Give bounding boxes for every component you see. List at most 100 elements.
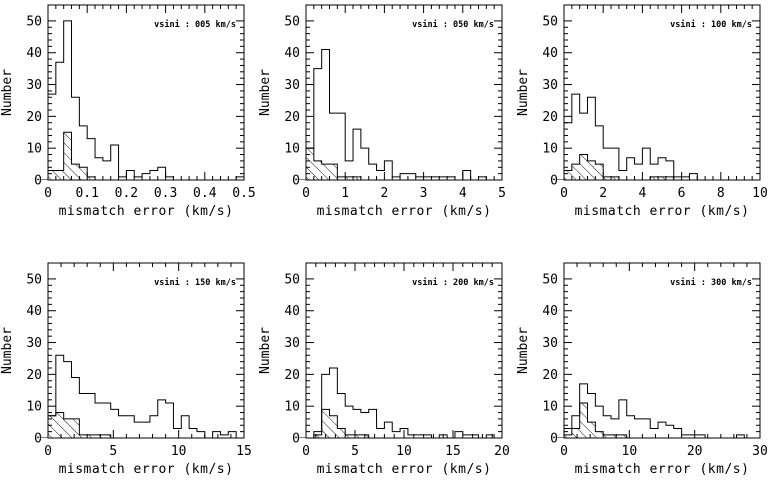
vsini-annotation: vsini : 150 km/s — [154, 277, 236, 288]
hatched-histogram-fill — [40, 412, 244, 438]
total-histogram-outline — [556, 383, 760, 438]
x-tick-label: 15 — [236, 444, 252, 459]
vsini-annotation: vsini : 005 km/s — [154, 19, 236, 30]
x-tick-label: 0 — [44, 186, 52, 201]
y-tick-label: 30 — [26, 336, 42, 351]
x-tick-label: 0.1 — [75, 186, 98, 201]
y-axis-title: Number — [0, 69, 15, 116]
y-tick-label: 30 — [284, 336, 300, 351]
y-tick-label: 0 — [550, 432, 558, 447]
x-axis-title: mismatch error (km/s) — [575, 462, 750, 477]
x-tick-label: 4 — [459, 186, 467, 201]
plot-frame — [47, 262, 245, 439]
y-tick-label: 50 — [542, 272, 558, 287]
x-tick-label: 10 — [752, 186, 768, 201]
total-histogram-outline — [298, 367, 502, 438]
x-axis-title: mismatch error (km/s) — [575, 204, 750, 219]
total-histogram-outline — [40, 354, 244, 438]
vsini-annotation: vsini : 200 km/s — [412, 277, 494, 288]
x-axis-title: mismatch error (km/s) — [317, 462, 492, 477]
hatched-histogram-fill — [556, 154, 760, 180]
y-tick-label: 0 — [34, 174, 42, 189]
x-axis-title: mismatch error (km/s) — [317, 204, 492, 219]
vsini-annotation: vsini : 300 km/s — [670, 277, 752, 288]
x-tick-label: 8 — [717, 186, 725, 201]
hatched-histogram-outline — [556, 402, 760, 438]
y-tick-label: 20 — [26, 110, 42, 125]
y-tick-label: 20 — [26, 368, 42, 383]
y-axis-title: Number — [258, 69, 273, 116]
y-tick-label: 30 — [26, 78, 42, 93]
x-tick-label: 30 — [752, 444, 768, 459]
x-tick-label: 15 — [445, 444, 461, 459]
vsini-annotation: vsini : 050 km/s — [412, 19, 494, 30]
y-tick-label: 40 — [26, 46, 42, 61]
x-tick-label: 0 — [560, 444, 568, 459]
vsini-annotation: vsini : 100 km/s — [670, 19, 752, 30]
y-tick-label: 20 — [542, 110, 558, 125]
hatched-histogram-fill — [40, 132, 244, 180]
y-tick-label: 0 — [292, 174, 300, 189]
y-axis-title: Number — [516, 69, 531, 116]
hatched-histogram-outline — [40, 412, 244, 438]
y-tick-label: 50 — [26, 272, 42, 287]
y-tick-label: 0 — [550, 174, 558, 189]
y-tick-label: 50 — [284, 14, 300, 29]
y-tick-label: 10 — [284, 400, 300, 415]
y-tick-label: 50 — [284, 272, 300, 287]
y-tick-label: 0 — [292, 432, 300, 447]
y-tick-label: 30 — [542, 336, 558, 351]
y-tick-label: 50 — [542, 14, 558, 29]
total-histogram-outline — [40, 20, 244, 180]
x-tick-label: 10 — [622, 444, 638, 459]
x-tick-label: 20 — [687, 444, 703, 459]
x-tick-label: 0.5 — [232, 186, 255, 201]
hatched-histogram-fill — [298, 148, 502, 180]
total-histogram-outline — [556, 93, 760, 180]
x-tick-label: 10 — [396, 444, 412, 459]
y-tick-label: 0 — [34, 432, 42, 447]
y-tick-label: 10 — [542, 142, 558, 157]
y-tick-label: 40 — [542, 46, 558, 61]
y-tick-label: 20 — [542, 368, 558, 383]
plot-frame — [563, 262, 761, 439]
hatched-histogram-outline — [298, 147, 502, 180]
x-tick-label: 5 — [351, 444, 359, 459]
hatched-histogram-outline — [298, 408, 502, 438]
y-tick-label: 20 — [284, 368, 300, 383]
y-tick-label: 40 — [26, 304, 42, 319]
total-histogram-outline — [298, 49, 502, 180]
histogram-panel-2: 0 10 20 30 40 50 0 1 2 3 4 5 mismatch error (km/s) Nu… — [258, 4, 506, 219]
x-tick-label: 2 — [599, 186, 607, 201]
x-tick-label: 6 — [678, 186, 686, 201]
histogram-panel-1: 0 10 20 30 40 50 0 0.1 0.2 0.3 0.4 0.5 mismatch erro… — [0, 4, 256, 219]
y-tick-label: 40 — [284, 304, 300, 319]
x-tick-label: 0 — [302, 186, 310, 201]
x-axis-title: mismatch error (km/s) — [59, 204, 234, 219]
hatched-histogram-outline — [556, 154, 760, 180]
y-tick-label: 40 — [284, 46, 300, 61]
x-tick-label: 1 — [341, 186, 349, 201]
x-tick-label: 3 — [420, 186, 428, 201]
y-tick-label: 50 — [26, 14, 42, 29]
y-tick-label: 10 — [26, 142, 42, 157]
hatched-histogram-fill — [556, 403, 760, 438]
y-tick-label: 40 — [542, 304, 558, 319]
hatched-histogram-fill — [298, 409, 502, 438]
x-axis-title: mismatch error (km/s) — [59, 462, 234, 477]
plot-frame — [47, 4, 245, 181]
x-tick-label: 5 — [109, 444, 117, 459]
x-tick-label: 5 — [498, 186, 506, 201]
x-tick-label: 0 — [44, 444, 52, 459]
x-tick-label: 0.4 — [193, 186, 217, 201]
y-tick-label: 10 — [284, 142, 300, 157]
x-tick-label: 4 — [638, 186, 646, 201]
y-axis-title: Number — [258, 327, 273, 374]
plot-frame — [563, 4, 761, 181]
x-tick-label: 2 — [380, 186, 388, 201]
